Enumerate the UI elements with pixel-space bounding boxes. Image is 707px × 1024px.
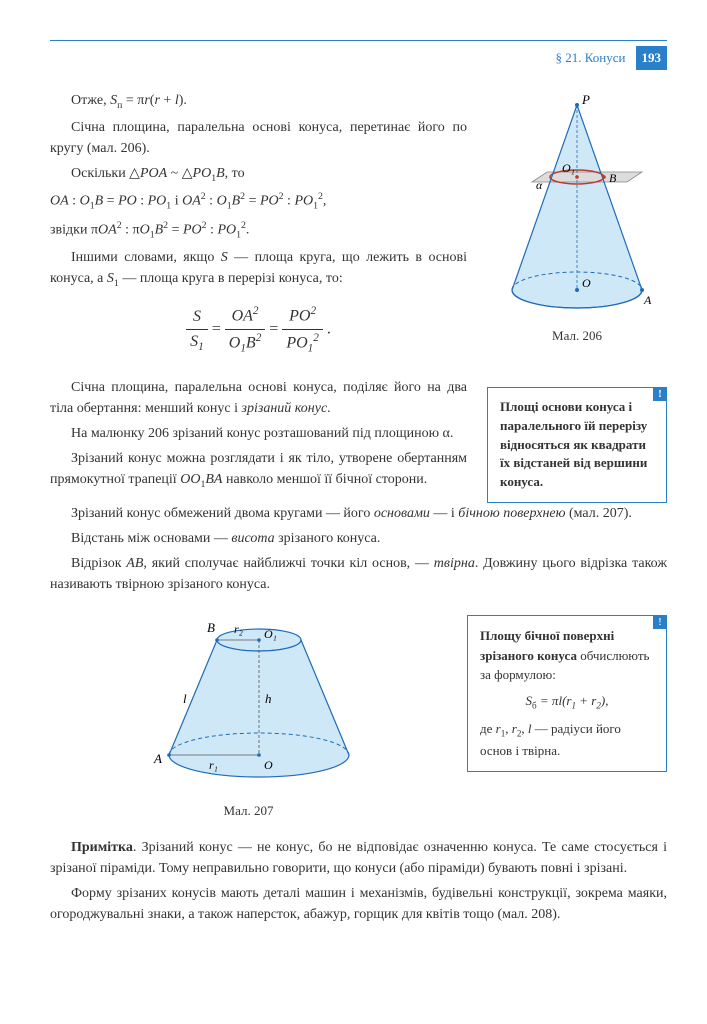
note: Примітка. Зрізаний конус — не конус, бо …	[50, 837, 667, 879]
label-A2: A	[153, 751, 162, 766]
cone-svg: P O₁ B α O A	[492, 90, 662, 320]
figure-207-caption: Мал. 207	[50, 801, 447, 821]
frac-S-den: S1	[186, 330, 208, 356]
section-label: § 21. Конуси	[556, 48, 626, 68]
label-h: h	[265, 691, 272, 706]
label-B2: B	[207, 620, 215, 635]
label-P: P	[581, 92, 590, 107]
frac-PO-den: PO12	[282, 330, 323, 357]
para-10: Відрізок AB, який сполучає найближчі точ…	[50, 553, 667, 595]
label-alpha: α	[536, 178, 543, 192]
para-6: На малюнку 206 зрізаний конус розташован…	[50, 423, 467, 444]
lateral-formula: Sб = πl(r1 + r2),	[480, 691, 654, 713]
content-area: Отже, Sп = πr(r + l). Січна площина, пар…	[50, 90, 667, 925]
frac-OA-den: O1B2	[225, 330, 266, 357]
frac-PO-num: PO2	[282, 303, 323, 329]
note-body: . Зрізаний конус — не конус, бо не відпо…	[50, 840, 667, 876]
figure-207: B r₂ O₁ l h A r₁ O Мал. 207	[50, 605, 447, 821]
figure-206-caption: Мал. 206	[487, 326, 667, 346]
para-3a: Оскільки △POA ~ △PO1B, то	[50, 163, 467, 186]
theorem-box-1: ! Площі основи конуса і паралельного їй …	[487, 387, 667, 503]
notch-icon-2: !	[653, 615, 667, 629]
label-r1: r₁	[209, 758, 218, 772]
header-rule	[50, 40, 667, 41]
label-r2: r₂	[234, 622, 243, 636]
formula-box: ! Площу бічної поверхні зрізаного конуса…	[467, 615, 667, 771]
row-frustum: B r₂ O₁ l h A r₁ O Мал. 207 ! Площу бічн…	[50, 605, 667, 821]
para-7: Зрізаний конус можна розглядати і як тіл…	[50, 448, 467, 492]
theorem-1-text: Площі основи конуса і паралельного їй пе…	[500, 399, 647, 489]
formula-trail: де r1, r2, l — радіуси його основ і твір…	[480, 721, 621, 758]
label-l: l	[183, 691, 187, 706]
para-3c: звідки πOA2 : πO1B2 = PO2 : PO12.	[50, 219, 467, 243]
figure-206: P O₁ B α O A Мал. 206	[487, 90, 667, 369]
notch-icon: !	[653, 387, 667, 401]
label-B: B	[609, 171, 617, 185]
text-col-mid: Січна площина, паралельна основі конуса,…	[50, 377, 467, 503]
label-O1b: O₁	[264, 627, 277, 641]
sidebar-theorem-1: ! Площі основи конуса і паралельного їй …	[487, 377, 667, 503]
page-header: § 21. Конуси 193	[50, 46, 667, 70]
textbook-page: § 21. Конуси 193 Отже, Sп = πr(r + l). С…	[0, 0, 707, 969]
para-8: Зрізаний конус обмежений двома кругами —…	[50, 503, 667, 524]
ratio-formula: S S1 = OA2 O1B2 = PO2 PO12 .	[50, 303, 467, 357]
para-formula-surface: Отже, Sп = πr(r + l).	[50, 90, 467, 113]
label-Ob: O	[264, 758, 273, 772]
row-mid: Січна площина, паралельна основі конуса,…	[50, 377, 667, 503]
text-col-top: Отже, Sп = πr(r + l). Січна площина, пар…	[50, 90, 467, 369]
para-4: Іншими словами, якщо S — площа круга, що…	[50, 247, 467, 291]
sidebar-formula: ! Площу бічної поверхні зрізаного конуса…	[467, 605, 667, 821]
para-9: Відстань між основами — висота зрізаного…	[50, 528, 667, 549]
frac-OA-num: OA2	[225, 303, 266, 329]
para-3b: OA : O1B = PO : PO1 і OA2 : O1B2 = PO2 :…	[50, 190, 467, 214]
frac-S-num: S	[186, 305, 208, 330]
page-number: 193	[636, 46, 668, 70]
label-O: O	[582, 276, 591, 290]
para-2: Січна площина, паралельна основі конуса,…	[50, 117, 467, 159]
label-O1: O₁	[562, 161, 575, 175]
note-label: Примітка	[71, 840, 133, 855]
para-5: Січна площина, паралельна основі конуса,…	[50, 377, 467, 419]
row-top: Отже, Sп = πr(r + l). Січна площина, пар…	[50, 90, 667, 369]
frustum-svg: B r₂ O₁ l h A r₁ O	[109, 605, 389, 795]
label-A: A	[643, 293, 652, 307]
para-last: Форму зрізаних конусів мають деталі маши…	[50, 883, 667, 925]
